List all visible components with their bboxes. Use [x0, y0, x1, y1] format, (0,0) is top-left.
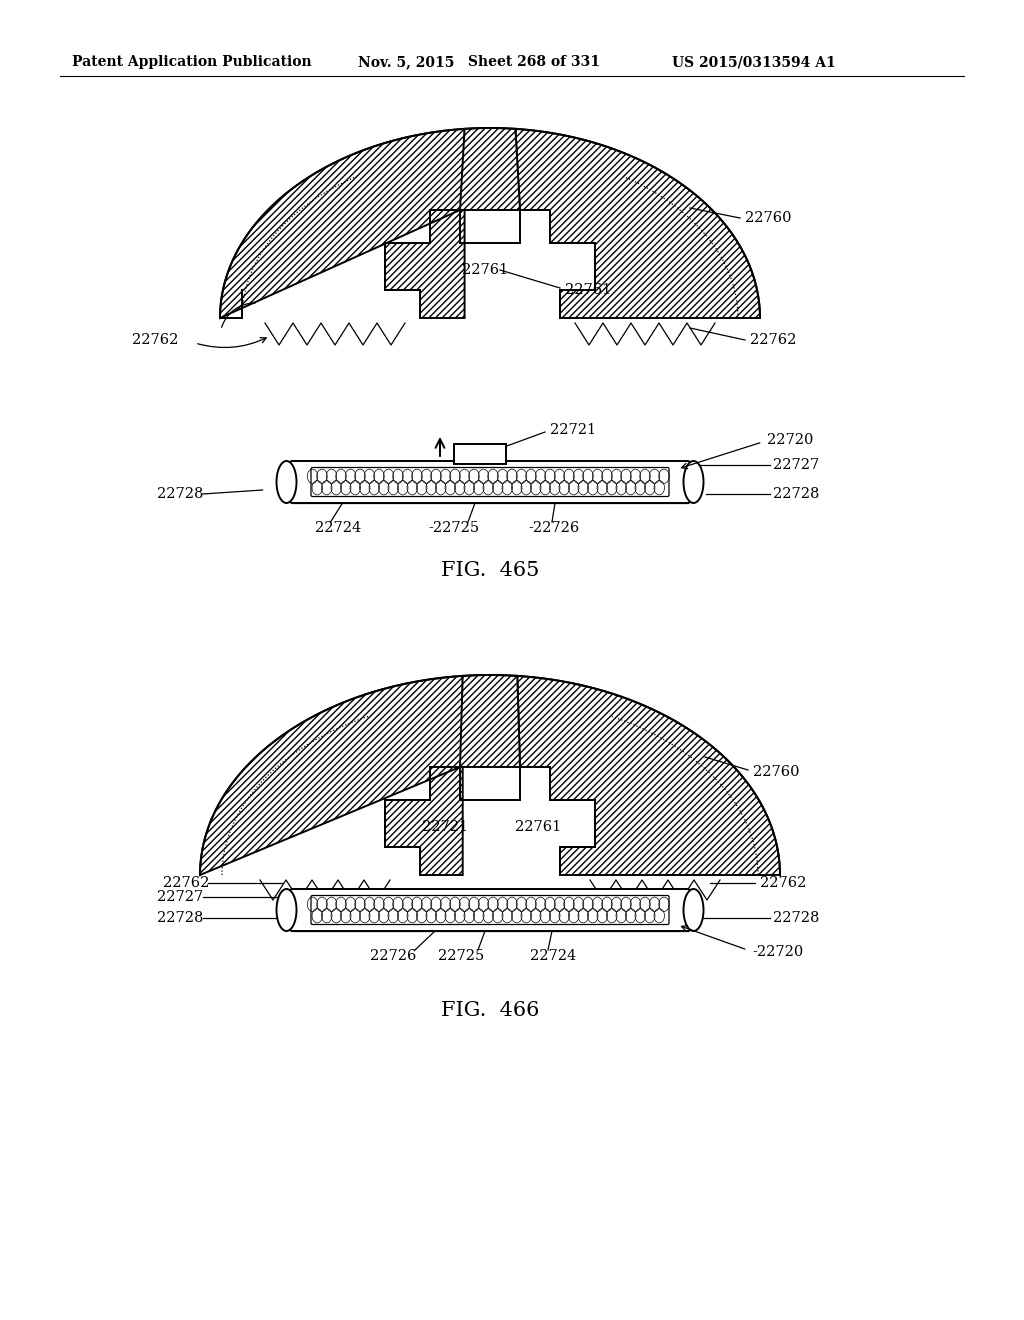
Polygon shape [200, 676, 463, 875]
Text: 22721: 22721 [550, 422, 596, 437]
Text: 22728: 22728 [158, 487, 204, 502]
Text: 22762: 22762 [163, 876, 209, 890]
Text: 22761: 22761 [565, 282, 611, 297]
FancyBboxPatch shape [290, 461, 690, 503]
Text: 22761: 22761 [462, 263, 508, 277]
Text: -22725: -22725 [428, 521, 479, 535]
Text: 22726: 22726 [370, 949, 417, 964]
Text: 22725: 22725 [438, 949, 484, 964]
Bar [454, 444, 506, 465]
Text: 22761: 22761 [515, 820, 561, 834]
Text: 22762: 22762 [760, 876, 806, 890]
Text: FIG.  465: FIG. 465 [440, 561, 540, 579]
Ellipse shape [276, 888, 297, 931]
FancyBboxPatch shape [290, 888, 690, 931]
Text: 22760: 22760 [745, 211, 792, 224]
Text: 22728: 22728 [772, 487, 819, 502]
Text: 22728: 22728 [158, 911, 204, 925]
Text: Patent Application Publication: Patent Application Publication [72, 55, 311, 69]
Text: 22760: 22760 [753, 766, 800, 779]
Polygon shape [460, 675, 520, 767]
Polygon shape [517, 676, 780, 875]
Text: 22762: 22762 [750, 333, 797, 347]
Polygon shape [220, 129, 465, 318]
Text: US 2015/0313594 A1: US 2015/0313594 A1 [672, 55, 836, 69]
Text: 22720: 22720 [768, 433, 814, 447]
Ellipse shape [276, 461, 297, 503]
Polygon shape [460, 128, 520, 210]
Ellipse shape [683, 461, 703, 503]
Text: 22721: 22721 [422, 820, 468, 834]
Text: -22726: -22726 [528, 521, 580, 535]
Ellipse shape [683, 888, 703, 931]
Text: -22720: -22720 [753, 945, 804, 960]
FancyBboxPatch shape [311, 467, 669, 496]
Text: 22728: 22728 [772, 911, 819, 925]
Polygon shape [515, 129, 760, 318]
Text: Sheet 268 of 331: Sheet 268 of 331 [468, 55, 600, 69]
Text: 22727: 22727 [772, 458, 819, 473]
Text: 22762: 22762 [132, 333, 178, 347]
Text: Nov. 5, 2015: Nov. 5, 2015 [358, 55, 455, 69]
FancyBboxPatch shape [311, 895, 669, 924]
Text: 22724: 22724 [530, 949, 577, 964]
Text: 22724: 22724 [314, 521, 360, 535]
Text: 22727: 22727 [158, 890, 204, 904]
Text: FIG.  466: FIG. 466 [440, 1001, 540, 1019]
